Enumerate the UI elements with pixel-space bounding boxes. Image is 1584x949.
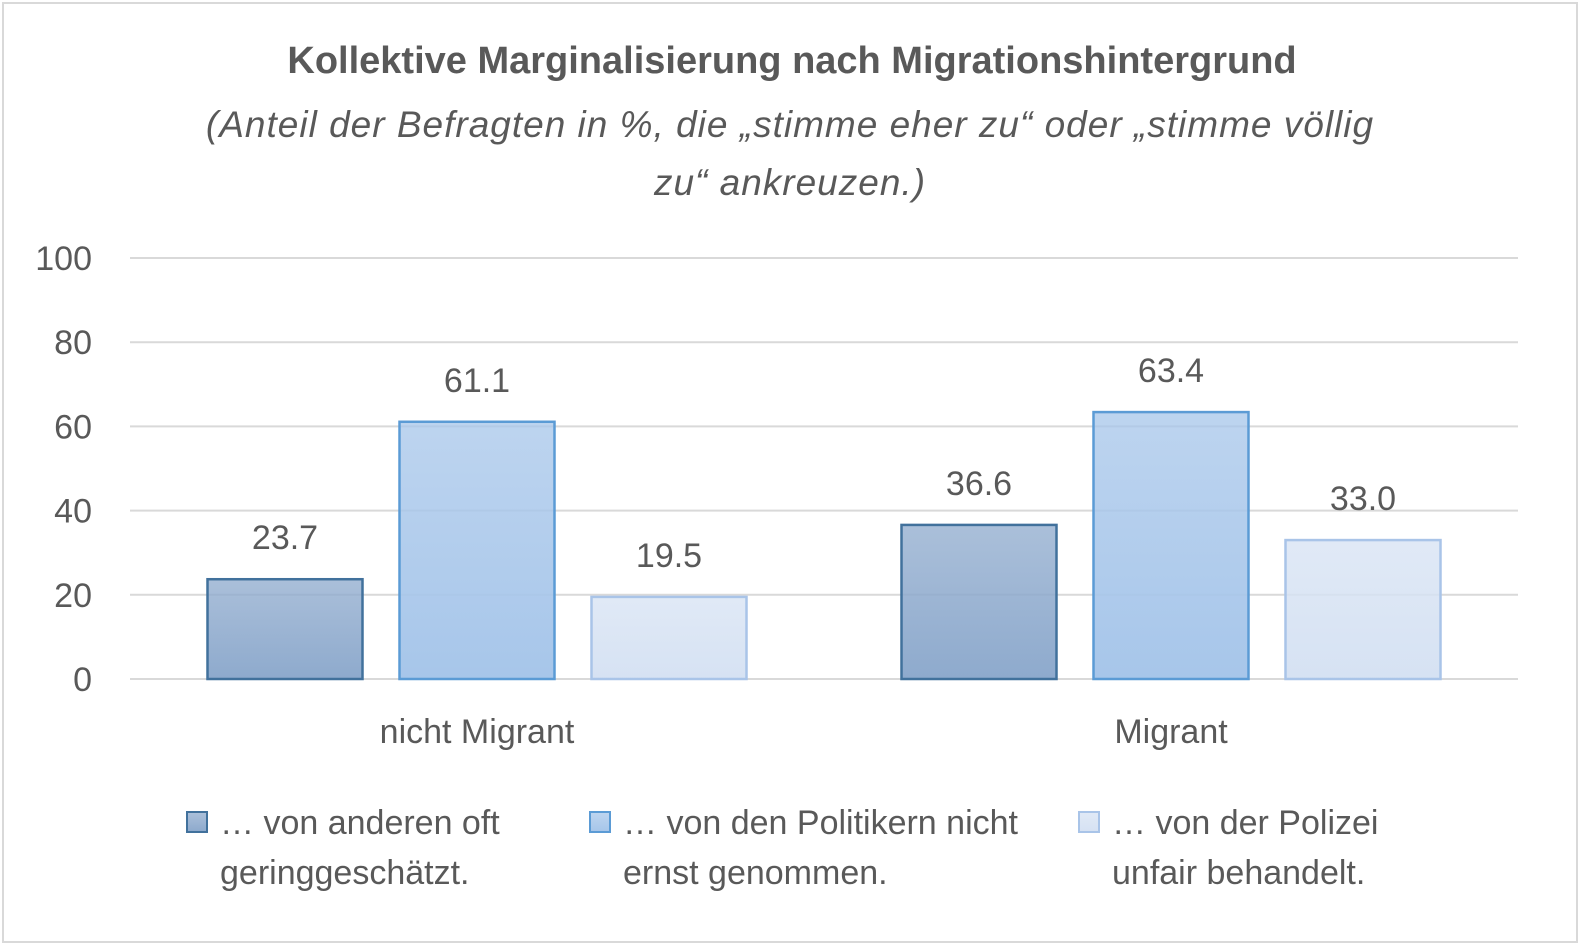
bar (1284, 538, 1442, 681)
data-label: 63.4 (1138, 352, 1204, 390)
data-label: 23.7 (252, 519, 318, 557)
category-label: Migrant (1114, 713, 1228, 751)
y-tick-label: 80 (54, 324, 92, 362)
bar (398, 420, 556, 681)
bar (590, 595, 748, 681)
legend-label: … von anderen oft geringgeschätzt. (220, 804, 500, 892)
legend-label: … von den Politikern nicht ernst genomme… (623, 804, 1018, 892)
data-label: 61.1 (444, 362, 510, 400)
data-labels: 23.7 61.1 19.5 36.6 63.4 33.0 (252, 352, 1396, 575)
bar (900, 523, 1058, 681)
legend-label: … von der Polizei unfair behandelt. (1112, 804, 1379, 892)
y-tick-label: 100 (35, 240, 92, 278)
category-label: nicht Migrant (380, 713, 575, 751)
bar (1092, 410, 1250, 681)
y-tick-label: 0 (73, 661, 92, 699)
y-tick-label: 40 (54, 493, 92, 531)
y-tick-label: 60 (54, 408, 92, 446)
legend-swatch (186, 811, 208, 833)
bars (206, 410, 1442, 681)
chart-title: Kollektive Marginalisierung nach Migrati… (287, 40, 1297, 82)
bar (206, 577, 364, 681)
data-label: 33.0 (1330, 480, 1396, 518)
chart-subtitle: (Anteil der Befragten in %, die „stimme … (205, 104, 1375, 203)
y-tick-label: 20 (54, 577, 92, 615)
data-label: 36.6 (946, 465, 1012, 503)
legend-swatch (1078, 811, 1100, 833)
data-label: 19.5 (636, 537, 702, 575)
y-axis-ticks: 0 20 40 60 80 100 (35, 240, 92, 699)
legend-swatch (589, 811, 611, 833)
category-labels: nicht Migrant Migrant (380, 713, 1229, 751)
